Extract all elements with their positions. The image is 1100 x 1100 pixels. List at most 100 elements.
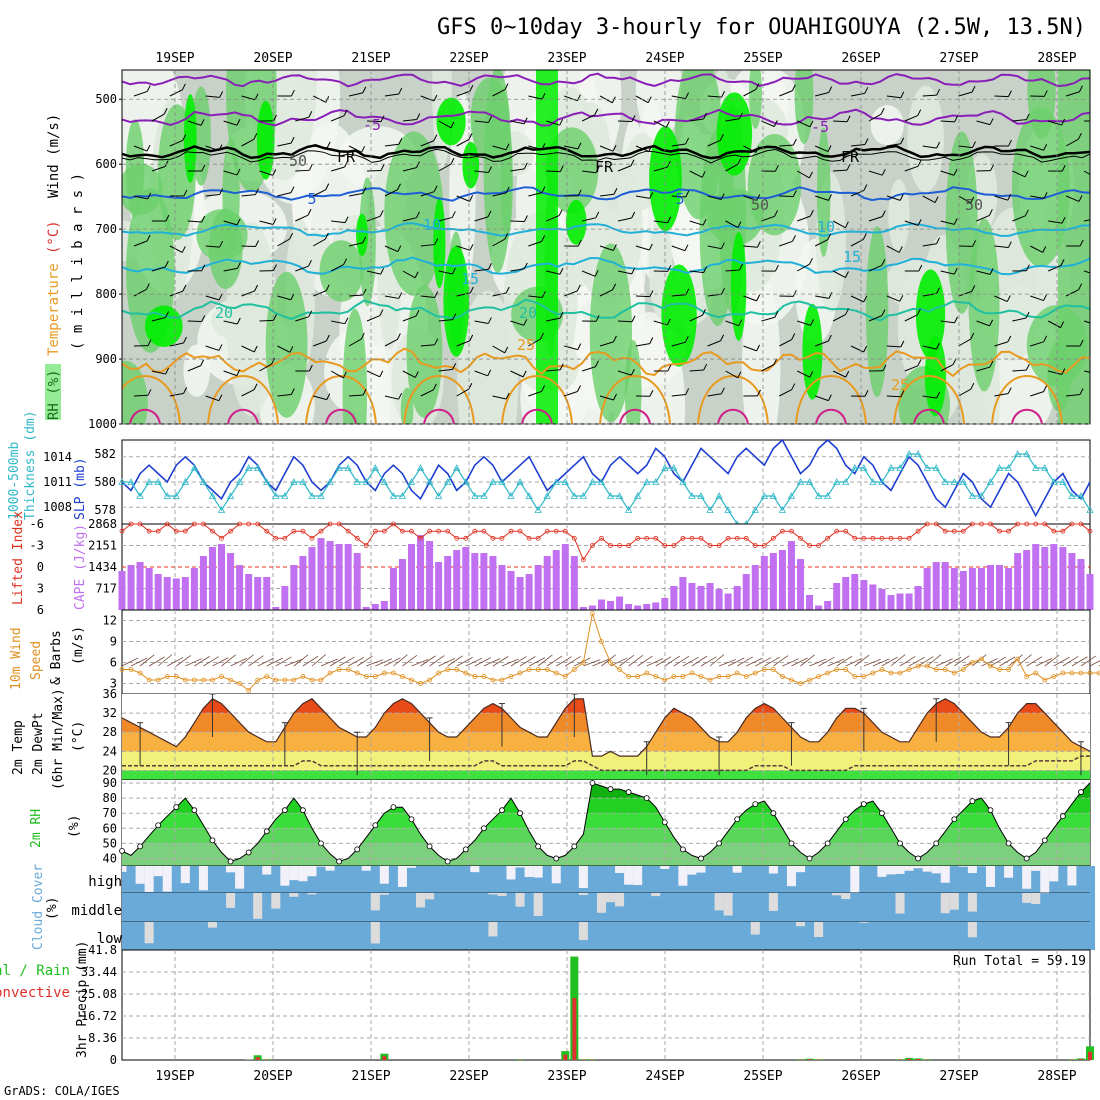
wind-barb-flag: [952, 358, 957, 365]
cloud-cell: [1004, 922, 1014, 950]
thickness-point: [814, 492, 823, 499]
cloud-gap: [633, 866, 643, 886]
cloud-cell: [207, 866, 218, 893]
wind-barb-flag: [756, 241, 761, 248]
wind-barb-flag: [685, 190, 690, 198]
wind-barb: [528, 295, 543, 298]
wind-barb-flag: [145, 283, 150, 290]
wind-barb: [994, 295, 1008, 303]
cloud-cell: [334, 893, 345, 922]
thickness-point: [823, 492, 832, 499]
wind-barb-flag: [936, 88, 941, 96]
lifted-index-point: [517, 528, 523, 534]
cape-bar: [887, 595, 895, 610]
wind-speed-point: [381, 670, 387, 676]
cloud-cell: [705, 922, 716, 950]
rh2m-point: [698, 855, 704, 862]
thickness-point: [570, 492, 579, 499]
cloud-cell: [768, 922, 779, 950]
rh2m-point: [643, 795, 650, 802]
wind-speed-point: [345, 667, 351, 672]
cloud-gap: [497, 893, 507, 896]
cape-bar: [190, 568, 198, 610]
rh-high-area: [1011, 107, 1070, 268]
wind-barb: [313, 189, 326, 197]
cloud-gap: [904, 866, 915, 871]
rh-saturated-area: [436, 97, 466, 146]
cloud-gap: [235, 866, 245, 889]
wind-barb-flag: [1043, 294, 1047, 301]
wind-barb: [743, 295, 757, 302]
wind-barb: [456, 388, 470, 397]
cloud-cell: [416, 893, 426, 922]
cloud-cell: [578, 893, 589, 922]
wind-barb: [223, 220, 238, 226]
day-label-top: 24SEP: [645, 51, 684, 66]
thickness-point: [471, 492, 479, 499]
wind-barb-flag: [791, 383, 796, 390]
wind-barb: [230, 657, 247, 667]
cloud-cell: [515, 893, 526, 922]
wind-barb-flag: [290, 89, 295, 97]
cloud-gap: [307, 893, 318, 895]
cape-bar: [797, 559, 805, 610]
rh-high-area: [265, 271, 308, 418]
wind-barb: [868, 113, 882, 122]
wind-speed-point: [852, 674, 858, 679]
cloud-cell: [741, 866, 752, 893]
wind-barb: [868, 170, 883, 176]
cloud-gap: [307, 866, 318, 877]
cloud-cell: [850, 893, 860, 922]
rh-high-area: [968, 218, 1000, 392]
lifted-index-point: [997, 528, 1002, 534]
cape-bar: [860, 580, 868, 610]
lifted-index-point: [400, 528, 405, 534]
freezing-level-line: [122, 144, 1090, 160]
cape-bar: [1086, 574, 1094, 610]
rh2m-point: [245, 849, 252, 856]
lifted-index-tick-label: -3: [30, 539, 44, 553]
thickness-point: [760, 492, 768, 499]
cloud-cell: [958, 922, 969, 950]
lifted-index-point: [273, 535, 279, 541]
lifted-index-label: Lifted Index: [11, 511, 26, 605]
cloud-cell: [1058, 866, 1068, 893]
contour-label: 25: [517, 336, 535, 354]
cloud-gap: [651, 893, 661, 897]
wind-barb: [1065, 91, 1080, 97]
isotherm-line: [122, 222, 1090, 238]
rh2m-point: [318, 840, 324, 847]
cloud-cell: [1004, 866, 1014, 893]
lifted-index-point: [228, 528, 233, 534]
wind-speed-point: [427, 677, 432, 683]
rh2m-point: [173, 804, 180, 811]
wind-barb-flag: [183, 189, 188, 197]
cloud-cell: [235, 922, 245, 950]
wind-barb-flag: [1079, 388, 1084, 395]
wind-speed-point: [807, 677, 812, 683]
wind-barb-flag: [756, 344, 761, 352]
wind-barb: [1030, 341, 1044, 347]
cloud-cell: [226, 866, 236, 893]
cape-tick-label: 1434: [88, 560, 117, 574]
cape-bar: [824, 601, 832, 610]
wind-barb-flag: [863, 295, 868, 303]
wind-barb-flag: [487, 317, 492, 324]
wind-speed-point: [879, 667, 885, 672]
wind-barb: [1048, 370, 1062, 375]
cloud-cell: [732, 866, 743, 893]
cape-bar: [616, 596, 624, 610]
rh-mid-area: [888, 179, 910, 253]
wind-barb-flag: [970, 382, 975, 390]
wind-speed-point: [590, 611, 595, 616]
wind-speed-point: [553, 670, 559, 676]
wind-barb: [169, 89, 183, 97]
wind-barb-flag: [756, 194, 761, 201]
lifted-index-point: [969, 521, 975, 527]
wind-barb: [581, 366, 596, 372]
cloud-cell: [1076, 866, 1086, 893]
cloud-gap: [615, 893, 625, 907]
cloud-cell: [741, 893, 752, 922]
rh2m-point: [426, 843, 433, 850]
